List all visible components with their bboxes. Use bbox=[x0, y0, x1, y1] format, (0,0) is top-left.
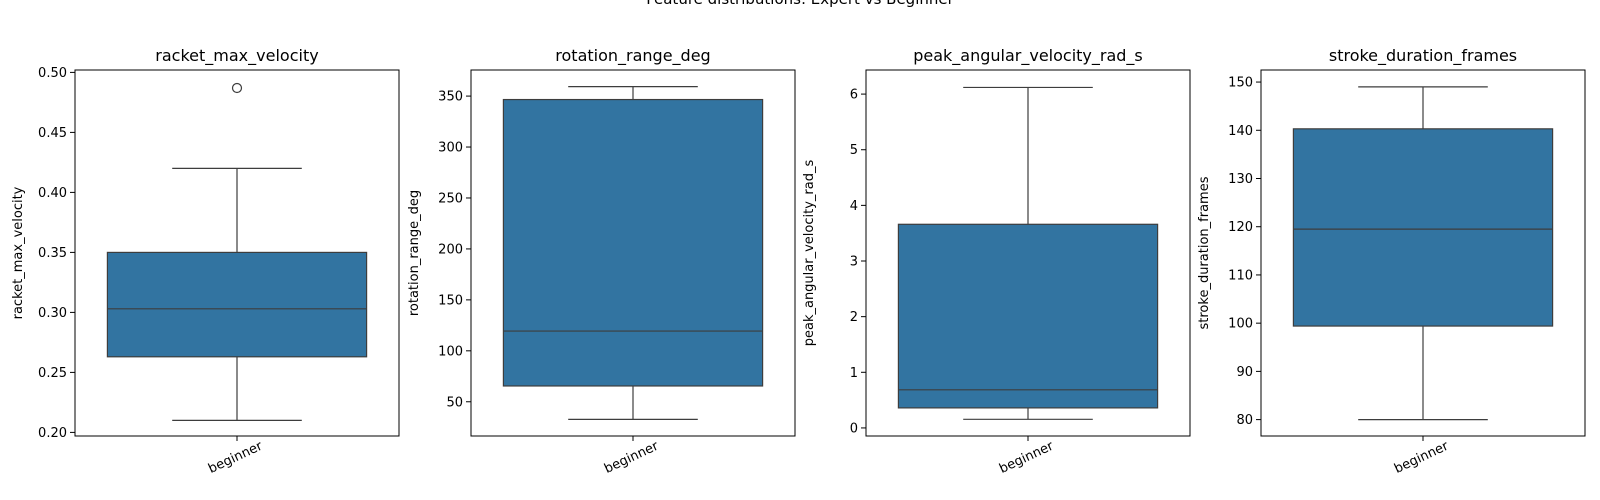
x-tick-label: beginner bbox=[1392, 439, 1451, 477]
axes-frame bbox=[470, 69, 796, 437]
y-tick-label: 100 bbox=[438, 344, 463, 359]
figure-suptitle-wrap: Feature distributions: Expert vs Beginne… bbox=[0, 0, 1600, 8]
y-tick-label: 0.35 bbox=[38, 246, 67, 261]
outlier-point bbox=[231, 82, 243, 94]
y-tick-label: 100 bbox=[1228, 317, 1253, 332]
axes-frame bbox=[865, 69, 1191, 437]
box-iqr bbox=[502, 98, 764, 387]
chart-title: rotation_range_deg bbox=[555, 46, 710, 66]
y-tick-label: 1 bbox=[850, 366, 858, 381]
y-tick-label: 120 bbox=[1228, 220, 1253, 235]
box-iqr bbox=[106, 251, 368, 358]
y-tick-label: 90 bbox=[1236, 365, 1253, 380]
axes-frame bbox=[1260, 69, 1586, 437]
y-tick-label: 150 bbox=[1228, 76, 1253, 91]
x-tick-label: beginner bbox=[997, 439, 1056, 477]
y-tick-label: 80 bbox=[1236, 413, 1253, 428]
x-tick-label: beginner bbox=[602, 439, 661, 477]
y-tick-label: 4 bbox=[850, 199, 858, 214]
y-tick-label: 250 bbox=[438, 191, 463, 206]
x-tick-label: beginner bbox=[206, 439, 265, 477]
chart-title: stroke_duration_frames bbox=[1329, 46, 1517, 66]
y-tick-label: 350 bbox=[438, 90, 463, 105]
axes-frame bbox=[74, 69, 400, 437]
chart-title: racket_max_velocity bbox=[155, 46, 318, 66]
y-tick-label: 110 bbox=[1228, 268, 1253, 283]
y-tick-label: 0.25 bbox=[38, 366, 67, 381]
y-axis-label: racket_max_velocity bbox=[11, 186, 26, 319]
chart-panel-4: stroke_duration_frames stroke_duration_fr… bbox=[1197, 46, 1586, 477]
y-tick-label: 0 bbox=[850, 421, 858, 436]
chart-title: peak_angular_velocity_rad_s bbox=[913, 46, 1143, 66]
y-tick-label: 0.20 bbox=[38, 426, 67, 441]
box-iqr bbox=[897, 223, 1159, 409]
chart-panel-1: racket_max_velocity racket_max_velocity 0.… bbox=[11, 46, 400, 477]
y-tick-label: 0.45 bbox=[38, 126, 67, 141]
y-tick-label: 200 bbox=[438, 242, 463, 257]
y-tick-label: 6 bbox=[850, 88, 858, 103]
chart-panel-2: rotation_range_deg rotation_range_deg 50 10… bbox=[407, 46, 796, 477]
y-axis-label: rotation_range_deg bbox=[407, 190, 422, 316]
y-tick-label: 150 bbox=[438, 293, 463, 308]
y-axis-label: peak_angular_velocity_rad_s bbox=[802, 160, 817, 347]
y-tick-label: 50 bbox=[446, 395, 463, 410]
y-tick-label: 2 bbox=[850, 310, 858, 325]
figure-suptitle: Feature distributions: Expert vs Beginne… bbox=[646, 0, 954, 8]
y-tick-label: 0.50 bbox=[38, 66, 67, 81]
box-iqr bbox=[1292, 128, 1554, 327]
y-tick-label: 5 bbox=[850, 143, 858, 158]
y-tick-label: 0.40 bbox=[38, 186, 67, 201]
chart-panel-3: peak_angular_velocity_rad_s peak_angular_… bbox=[802, 46, 1191, 477]
y-axis-label: stroke_duration_frames bbox=[1197, 176, 1212, 329]
y-tick-label: 140 bbox=[1228, 124, 1253, 139]
y-tick-label: 3 bbox=[850, 255, 858, 270]
y-tick-label: 0.30 bbox=[38, 306, 67, 321]
y-tick-label: 130 bbox=[1228, 172, 1253, 187]
y-tick-label: 300 bbox=[438, 141, 463, 156]
